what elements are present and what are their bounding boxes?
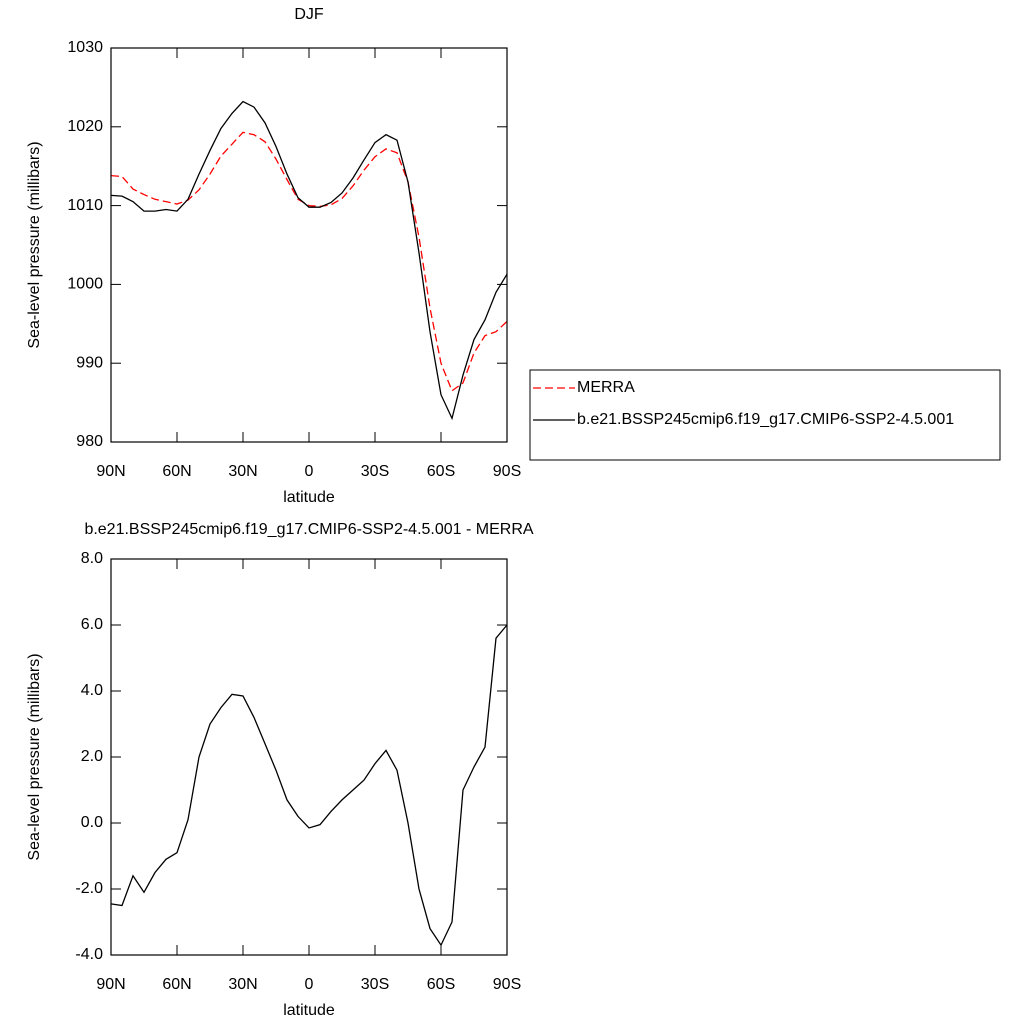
x-tick-label: 60S: [427, 463, 455, 480]
x-axis-label: latitude: [283, 1002, 335, 1019]
y-tick-label: 1010: [67, 197, 103, 214]
x-tick-label: 0: [305, 976, 314, 993]
x-tick-label: 30S: [361, 976, 389, 993]
y-tick-label: -2.0: [75, 880, 103, 897]
y-axis-label: Sea-level pressure (millibars): [26, 653, 43, 860]
y-tick-label: 1030: [67, 39, 103, 56]
y-tick-label: 8.0: [81, 550, 103, 567]
x-tick-label: 90N: [96, 976, 125, 993]
x-tick-label: 60N: [162, 976, 191, 993]
x-axis-label: latitude: [283, 489, 335, 506]
y-tick-label: 1000: [67, 276, 103, 293]
legend-label: b.e21.BSSP245cmip6.f19_g17.CMIP6-SSP2-4.…: [577, 411, 954, 428]
x-tick-label: 90N: [96, 463, 125, 480]
plot-frame: [110, 47, 508, 443]
y-tick-label: 980: [76, 433, 103, 450]
x-tick-label: 60S: [427, 976, 455, 993]
x-tick-label: 90S: [493, 976, 521, 993]
x-tick-label: 30S: [361, 463, 389, 480]
y-tick-label: 4.0: [81, 682, 103, 699]
y-tick-label: 1020: [67, 118, 103, 135]
legend-box: [529, 369, 1001, 461]
y-axis-label: Sea-level pressure (millibars): [26, 141, 43, 348]
chart-title: DJF: [294, 6, 324, 23]
x-tick-label: 0: [305, 463, 314, 480]
plot-frame: [110, 558, 508, 956]
y-tick-label: 990: [76, 354, 103, 371]
y-tick-label: 2.0: [81, 748, 103, 765]
y-tick-label: -4.0: [75, 946, 103, 963]
data-line: [110, 100, 508, 421]
x-tick-label: 90S: [493, 463, 521, 480]
x-tick-label: 30N: [228, 463, 257, 480]
y-tick-label: 6.0: [81, 616, 103, 633]
legend-label: MERRA: [577, 379, 635, 396]
data-line: [110, 624, 508, 947]
y-tick-label: 0.0: [81, 814, 103, 831]
data-line: [110, 131, 508, 392]
x-tick-label: 60N: [162, 463, 191, 480]
chart-title: b.e21.BSSP245cmip6.f19_g17.CMIP6-SSP2-4.…: [84, 521, 533, 538]
x-tick-label: 30N: [228, 976, 257, 993]
